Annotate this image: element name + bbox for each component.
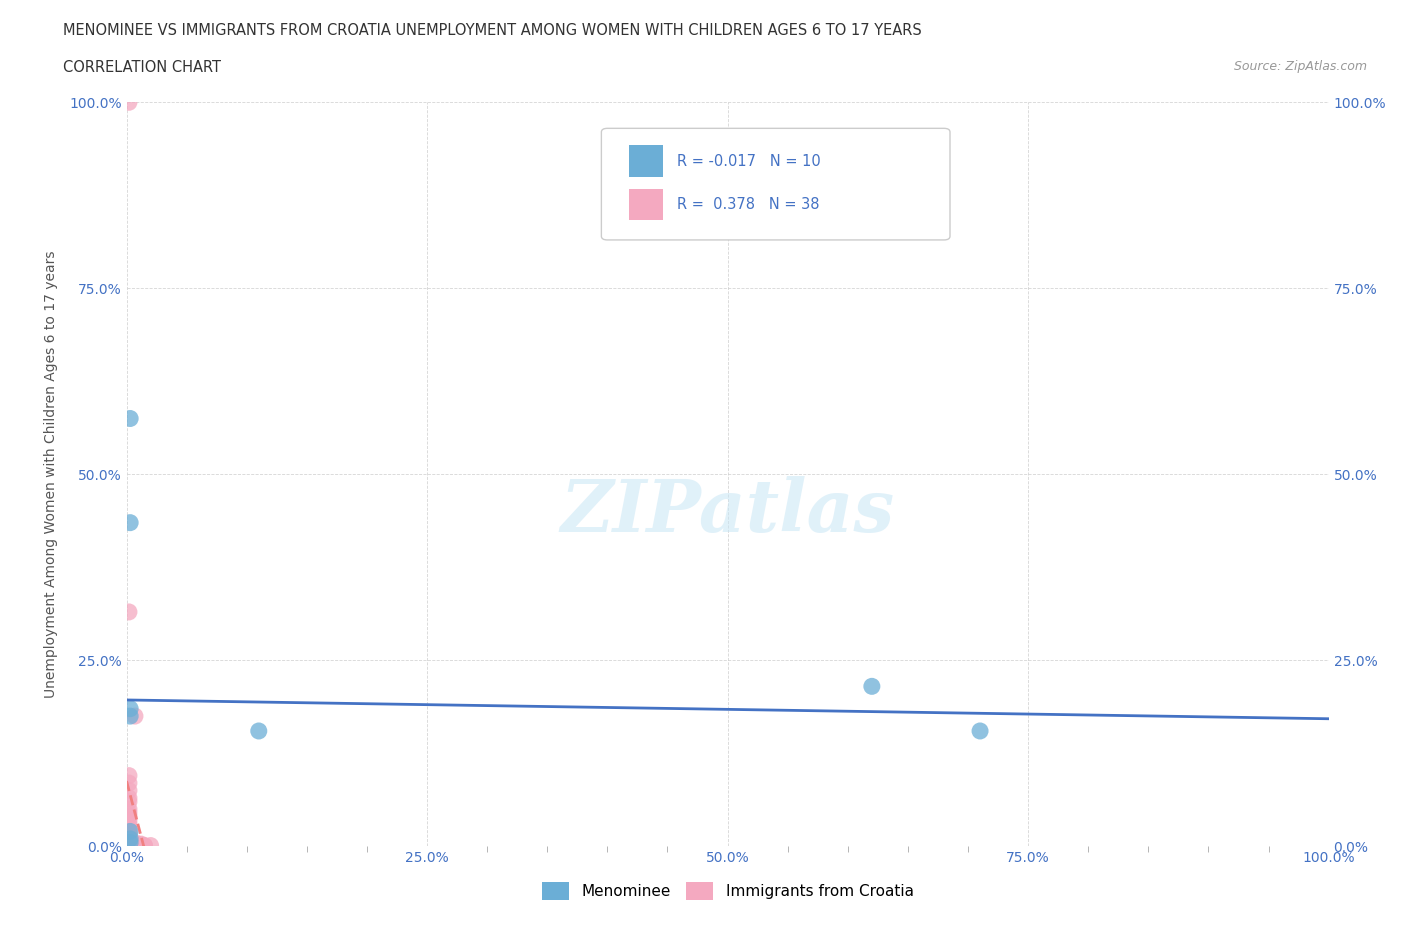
Text: R =  0.378   N = 38: R = 0.378 N = 38 xyxy=(678,197,820,212)
Point xyxy=(118,805,141,820)
Point xyxy=(118,833,141,848)
Point xyxy=(134,838,156,853)
Point xyxy=(120,831,142,846)
Point xyxy=(124,838,146,853)
Point xyxy=(118,802,141,817)
Point xyxy=(129,838,152,853)
Point xyxy=(139,838,162,853)
Point xyxy=(134,839,156,854)
Point xyxy=(118,827,141,842)
Legend: Menominee, Immigrants from Croatia: Menominee, Immigrants from Croatia xyxy=(536,876,920,906)
Point xyxy=(118,836,141,851)
FancyBboxPatch shape xyxy=(628,145,662,177)
Point xyxy=(118,830,141,844)
Point xyxy=(969,724,991,738)
Point xyxy=(118,826,141,841)
Point xyxy=(129,837,152,852)
Point xyxy=(124,837,146,852)
Point xyxy=(118,834,141,849)
Point xyxy=(118,794,141,809)
Point xyxy=(120,824,142,839)
Point xyxy=(129,837,152,852)
Point xyxy=(118,604,141,619)
Point xyxy=(124,839,146,854)
Point xyxy=(118,790,141,805)
Point xyxy=(118,768,141,783)
Point xyxy=(118,809,141,824)
Point xyxy=(118,817,141,831)
Point xyxy=(124,835,146,850)
Text: ZIPatlas: ZIPatlas xyxy=(561,476,894,547)
FancyBboxPatch shape xyxy=(602,128,950,240)
Point xyxy=(118,829,141,844)
Text: CORRELATION CHART: CORRELATION CHART xyxy=(63,60,221,75)
Point xyxy=(118,837,141,852)
Point xyxy=(118,838,141,853)
Point xyxy=(118,783,141,798)
Point xyxy=(247,724,270,738)
Point xyxy=(118,813,141,828)
Point xyxy=(860,679,883,694)
FancyBboxPatch shape xyxy=(628,189,662,219)
Y-axis label: Unemployment Among Women with Children Ages 6 to 17 years: Unemployment Among Women with Children A… xyxy=(44,250,58,698)
Point xyxy=(118,820,141,835)
Text: Source: ZipAtlas.com: Source: ZipAtlas.com xyxy=(1233,60,1367,73)
Point xyxy=(124,837,146,852)
Text: R = -0.017   N = 10: R = -0.017 N = 10 xyxy=(678,154,821,169)
Point xyxy=(118,839,141,854)
Point xyxy=(124,709,146,724)
Point xyxy=(120,701,142,716)
Point xyxy=(118,837,141,852)
Point xyxy=(120,515,142,530)
Point xyxy=(118,824,141,839)
Point xyxy=(120,411,142,426)
Point xyxy=(120,835,142,850)
Point xyxy=(120,709,142,724)
Point xyxy=(118,95,141,110)
Text: MENOMINEE VS IMMIGRANTS FROM CROATIA UNEMPLOYMENT AMONG WOMEN WITH CHILDREN AGES: MENOMINEE VS IMMIGRANTS FROM CROATIA UNE… xyxy=(63,23,922,38)
Point xyxy=(118,831,141,846)
Point xyxy=(118,776,141,790)
